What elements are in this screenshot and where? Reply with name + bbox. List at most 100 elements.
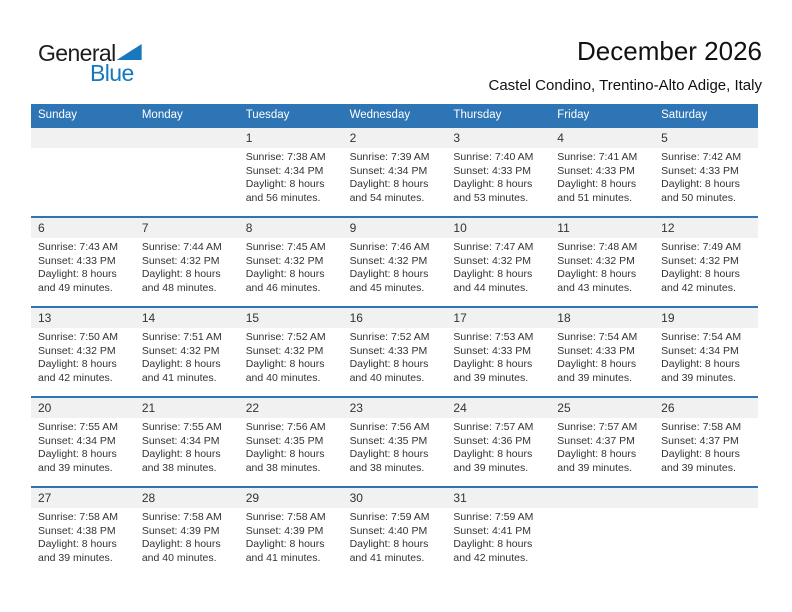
day-info-line: Sunset: 4:33 PM xyxy=(38,254,116,267)
day-info-line: Sunrise: 7:53 AM xyxy=(453,331,534,343)
day-cell: 30 Sunrise: 7:59 AM Sunset: 4:40 PM Dayligh… xyxy=(342,488,447,576)
day-info-line: Sunset: 4:32 PM xyxy=(245,254,324,267)
day-info: Sunrise: 7:41 AM Sunset: 4:33 PM Daylight:… xyxy=(550,148,654,205)
day-info-line: Sunrise: 7:58 AM xyxy=(661,421,742,433)
day-info-line: and 53 minutes. xyxy=(453,191,529,204)
day-info-line: Sunset: 4:33 PM xyxy=(349,344,428,357)
day-info-line: Daylight: 8 hours xyxy=(557,448,637,460)
day-info: Sunrise: 7:58 AM Sunset: 4:39 PM Daylight:… xyxy=(239,508,343,565)
day-info-line: Sunrise: 7:54 AM xyxy=(557,331,638,343)
day-number: 2 xyxy=(342,128,447,148)
day-info-line: Sunset: 4:32 PM xyxy=(245,344,324,357)
day-number: 16 xyxy=(342,308,447,328)
day-info-line: Sunrise: 7:47 AM xyxy=(453,241,534,253)
day-info: Sunrise: 7:42 AM Sunset: 4:33 PM Daylight:… xyxy=(654,148,758,205)
day-info-line: Sunrise: 7:42 AM xyxy=(661,151,742,163)
day-number: 3 xyxy=(446,128,551,148)
day-info-line: Sunset: 4:33 PM xyxy=(453,344,532,357)
day-info-line: Sunrise: 7:38 AM xyxy=(245,151,326,163)
day-cell-empty xyxy=(134,128,239,216)
day-info-line: Sunrise: 7:57 AM xyxy=(557,421,638,433)
day-info-line: and 40 minutes. xyxy=(349,371,425,384)
day-number: 22 xyxy=(238,398,343,418)
day-info-line: Sunset: 4:33 PM xyxy=(661,164,739,177)
logo-triangle-icon xyxy=(116,44,142,60)
day-info-line: Sunrise: 7:55 AM xyxy=(38,421,118,433)
day-cell: 8 Sunrise: 7:45 AM Sunset: 4:32 PM Daylight… xyxy=(238,218,343,306)
day-info-line: Sunrise: 7:46 AM xyxy=(349,241,430,253)
day-info-line: Sunset: 4:32 PM xyxy=(661,254,739,267)
day-info-line: Daylight: 8 hours xyxy=(661,178,740,190)
weekday-header-sunday: Sunday xyxy=(38,109,78,121)
day-number: 10 xyxy=(446,218,551,238)
day-info-line: Daylight: 8 hours xyxy=(141,358,221,370)
day-info-line: Sunrise: 7:49 AM xyxy=(661,241,742,253)
day-info: Sunrise: 7:48 AM Sunset: 4:32 PM Daylight:… xyxy=(550,238,654,295)
day-number: 24 xyxy=(446,398,551,418)
day-info: Sunrise: 7:57 AM Sunset: 4:36 PM Daylight:… xyxy=(446,418,550,475)
day-info-line: Sunrise: 7:57 AM xyxy=(453,421,534,433)
day-info-line: Sunrise: 7:58 AM xyxy=(141,511,222,523)
day-info-line: and 39 minutes. xyxy=(557,461,632,474)
day-info: Sunrise: 7:51 AM Sunset: 4:32 PM Daylight:… xyxy=(135,328,239,385)
day-cell: 18 Sunrise: 7:54 AM Sunset: 4:33 PM Dayligh… xyxy=(550,308,655,396)
day-info: Sunrise: 7:52 AM Sunset: 4:33 PM Daylight:… xyxy=(343,328,447,385)
day-cell: 20 Sunrise: 7:55 AM Sunset: 4:34 PM Dayligh… xyxy=(31,398,135,486)
day-info-line: Sunset: 4:37 PM xyxy=(557,434,635,447)
day-info-line: Sunset: 4:32 PM xyxy=(453,254,532,267)
day-info: Sunrise: 7:44 AM Sunset: 4:32 PM Daylight:… xyxy=(135,238,239,295)
day-info-line: Daylight: 8 hours xyxy=(141,268,221,280)
day-info-line: and 38 minutes. xyxy=(141,461,217,474)
day-info-line: Sunrise: 7:56 AM xyxy=(245,421,326,433)
weekday-header-tuesday: Tuesday xyxy=(245,109,290,121)
day-info-line: Daylight: 8 hours xyxy=(38,268,117,280)
day-info-line: Daylight: 8 hours xyxy=(245,538,325,550)
day-info-line: Sunrise: 7:59 AM xyxy=(453,511,534,523)
day-info-line: Daylight: 8 hours xyxy=(349,178,429,190)
day-cell: 4 Sunrise: 7:41 AM Sunset: 4:33 PM Daylight… xyxy=(550,128,655,216)
day-info-line: Daylight: 8 hours xyxy=(38,358,117,370)
day-number: 12 xyxy=(654,218,758,238)
day-cell: 23 Sunrise: 7:56 AM Sunset: 4:35 PM Dayligh… xyxy=(342,398,447,486)
weekday-header-thursday: Thursday xyxy=(453,109,502,121)
day-info: Sunrise: 7:56 AM Sunset: 4:35 PM Daylight:… xyxy=(343,418,447,475)
day-info-line: Daylight: 8 hours xyxy=(453,448,533,460)
day-cell-empty xyxy=(31,128,135,216)
day-info-line: Sunset: 4:37 PM xyxy=(661,434,739,447)
day-cell: 3 Sunrise: 7:40 AM Sunset: 4:33 PM Daylight… xyxy=(446,128,551,216)
day-cell: 13 Sunrise: 7:50 AM Sunset: 4:32 PM Dayligh… xyxy=(31,308,135,396)
general-blue-logo: General Blue xyxy=(38,40,142,87)
day-cell: 15 Sunrise: 7:52 AM Sunset: 4:32 PM Dayligh… xyxy=(238,308,343,396)
day-cell: 27 Sunrise: 7:58 AM Sunset: 4:38 PM Dayligh… xyxy=(31,488,135,576)
day-number: 28 xyxy=(134,488,239,508)
day-info-line: and 40 minutes. xyxy=(141,551,217,564)
day-info: Sunrise: 7:39 AM Sunset: 4:34 PM Daylight:… xyxy=(343,148,447,205)
day-info-line: Daylight: 8 hours xyxy=(661,268,740,280)
day-info-line: Sunrise: 7:58 AM xyxy=(245,511,326,523)
day-info: Sunrise: 7:49 AM Sunset: 4:32 PM Daylight:… xyxy=(654,238,758,295)
day-info-line: Sunrise: 7:54 AM xyxy=(661,331,742,343)
day-number: 18 xyxy=(550,308,655,328)
day-info-line: Sunset: 4:34 PM xyxy=(38,434,116,447)
day-cell: 10 Sunrise: 7:47 AM Sunset: 4:32 PM Dayligh… xyxy=(446,218,551,306)
day-info-line: Daylight: 8 hours xyxy=(557,178,637,190)
day-number: 30 xyxy=(342,488,447,508)
day-info: Sunrise: 7:52 AM Sunset: 4:32 PM Daylight:… xyxy=(239,328,343,385)
day-info-line: Sunset: 4:36 PM xyxy=(453,434,532,447)
day-info: Sunrise: 7:58 AM Sunset: 4:37 PM Daylight:… xyxy=(654,418,758,475)
day-info: Sunrise: 7:54 AM Sunset: 4:33 PM Daylight:… xyxy=(550,328,654,385)
day-cell: 21 Sunrise: 7:55 AM Sunset: 4:34 PM Dayligh… xyxy=(134,398,239,486)
day-info-line: Sunset: 4:34 PM xyxy=(245,164,324,177)
day-number: 4 xyxy=(550,128,655,148)
day-info-line: Sunrise: 7:39 AM xyxy=(349,151,430,163)
day-info-line: and 45 minutes. xyxy=(349,281,425,294)
day-number: 20 xyxy=(31,398,135,418)
day-number: 14 xyxy=(134,308,239,328)
day-cell-empty xyxy=(654,488,758,576)
day-info-line: Sunset: 4:34 PM xyxy=(661,344,739,357)
day-number: 6 xyxy=(31,218,135,238)
day-info-line: Sunrise: 7:44 AM xyxy=(141,241,222,253)
day-info: Sunrise: 7:56 AM Sunset: 4:35 PM Daylight:… xyxy=(239,418,343,475)
day-info-line: and 41 minutes. xyxy=(245,551,321,564)
